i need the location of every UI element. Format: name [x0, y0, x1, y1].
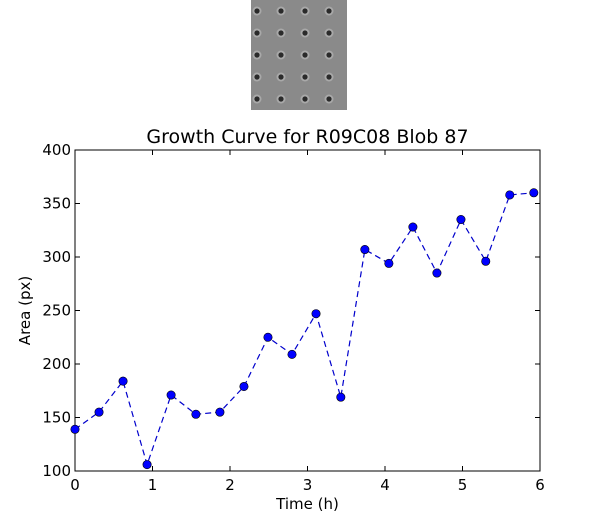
thumbnail-spot: [278, 96, 284, 102]
y-axis-label: Area (px): [16, 276, 34, 345]
data-point: [311, 309, 321, 319]
thumbnail-spot: [254, 96, 260, 102]
thumbnail-spot: [278, 30, 284, 36]
x-tick-label: 6: [535, 476, 545, 494]
x-tick-label: 0: [70, 476, 80, 494]
thumbnail-spot: [254, 8, 260, 14]
thumbnail-spot: [302, 30, 308, 36]
thumbnail-spot: [278, 74, 284, 80]
data-point: [505, 190, 515, 200]
data-point: [191, 409, 201, 419]
thumbnail-spot: [302, 52, 308, 58]
thumbnail-spot: [326, 8, 332, 14]
y-tick-label: 150: [42, 409, 71, 427]
data-point: [287, 349, 297, 359]
data-point: [336, 392, 346, 402]
thumbnail-spot: [302, 74, 308, 80]
data-point: [408, 222, 418, 232]
y-tick-label: 100: [42, 462, 71, 480]
thumbnail-spot: [278, 8, 284, 14]
x-axis-label: Time (h): [275, 495, 339, 511]
data-point: [118, 376, 128, 386]
y-tick-label: 200: [42, 355, 71, 373]
axis-ticks: 0 1 2 3 4 5 6 100 150 200 250 300 350 400: [42, 141, 544, 494]
data-point: [456, 215, 466, 225]
thumbnail-spot: [302, 8, 308, 14]
data-point: [529, 188, 539, 198]
data-point: [263, 332, 273, 342]
thumbnail-spot: [302, 96, 308, 102]
thumbnail-spot: [254, 30, 260, 36]
data-point: [142, 460, 152, 470]
data-point: [481, 256, 491, 266]
data-point: [239, 381, 249, 391]
x-tick-label: 1: [148, 476, 158, 494]
thumbnail-spot: [278, 52, 284, 58]
plot-frame: [74, 149, 541, 472]
series-line: [74, 192, 534, 467]
data-point: [94, 407, 104, 417]
well-thumbnail: [251, 0, 347, 110]
y-tick-label: 250: [42, 302, 71, 320]
data-points: [70, 188, 539, 470]
data-point: [384, 258, 394, 268]
y-tick-label: 350: [42, 195, 71, 213]
thumbnail-spot: [254, 52, 260, 58]
chart-title: Growth Curve for R09C08 Blob 87: [146, 126, 468, 148]
data-point: [166, 390, 176, 400]
y-tick-label: 400: [42, 141, 71, 159]
x-tick-label: 3: [303, 476, 313, 494]
data-point: [70, 424, 80, 434]
y-tick-label: 300: [42, 248, 71, 266]
x-tick-label: 5: [458, 476, 468, 494]
x-tick-label: 4: [380, 476, 390, 494]
thumbnail-spot: [326, 52, 332, 58]
data-point: [215, 407, 225, 417]
data-point: [432, 268, 442, 278]
data-point: [360, 245, 370, 255]
thumbnail-spot: [254, 74, 260, 80]
thumbnail-spot: [326, 74, 332, 80]
thumbnail-spot: [326, 96, 332, 102]
x-tick-label: 2: [225, 476, 235, 494]
thumbnail-spot: [326, 30, 332, 36]
